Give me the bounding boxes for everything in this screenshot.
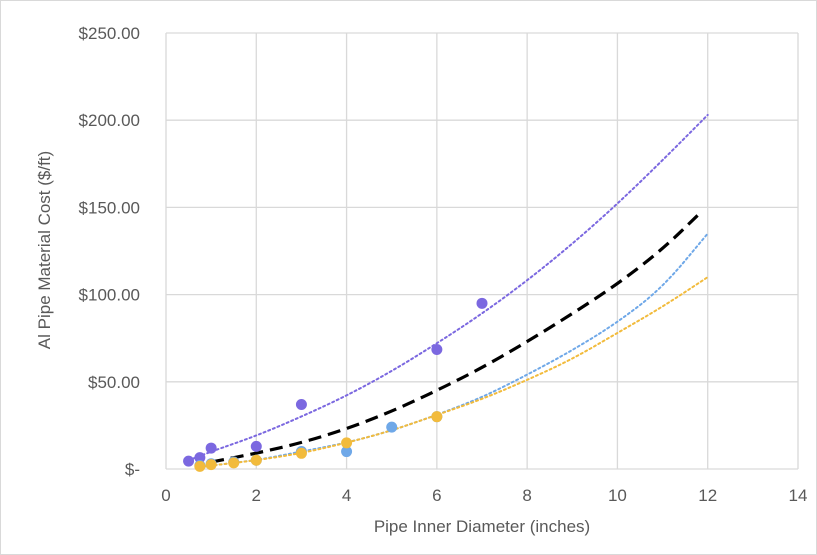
data-point (295, 447, 307, 459)
x-tick-label: 14 (789, 486, 808, 505)
x-tick-label: 0 (161, 486, 170, 505)
average-trendline (210, 213, 700, 464)
y-tick-label: $50.00 (88, 373, 140, 392)
data-point (431, 411, 443, 423)
data-point (183, 455, 195, 467)
x-tick-label: 12 (698, 486, 717, 505)
data-point (341, 437, 353, 449)
data-point (205, 459, 217, 471)
x-axis-tick-labels: 0 2 4 6 8 10 12 14 (161, 486, 807, 505)
x-tick-label: 2 (252, 486, 261, 505)
y-tick-label: $100.00 (79, 286, 140, 305)
data-point (431, 344, 443, 356)
x-tick-label: 4 (342, 486, 351, 505)
data-point (386, 421, 398, 433)
x-tick-label: 10 (608, 486, 627, 505)
y-tick-label: $150.00 (79, 198, 140, 217)
y-tick-label: $200.00 (79, 111, 140, 130)
y-axis-tick-labels: $- $50.00 $100.00 $150.00 $200.00 $250.00 (79, 24, 140, 479)
series-trendline (187, 113, 709, 462)
y-tick-label: $- (125, 460, 140, 479)
data-point (295, 398, 307, 410)
x-axis-title: Pipe Inner Diameter (inches) (374, 517, 590, 536)
y-axis-title: Al Pipe Material Cost ($/ft) (35, 151, 54, 349)
y-tick-label: $250.00 (79, 24, 140, 43)
data-point (205, 442, 217, 454)
data-point (476, 297, 488, 309)
series-trendline (198, 232, 709, 469)
data-point (194, 452, 206, 464)
data-point (250, 454, 262, 466)
data-points (183, 297, 488, 472)
x-tick-label: 6 (432, 486, 441, 505)
x-tick-label: 8 (522, 486, 531, 505)
data-point (194, 460, 206, 472)
data-point (228, 457, 240, 469)
data-point (250, 440, 262, 452)
series-trendline (198, 276, 709, 469)
trendlines (187, 113, 709, 469)
gridlines (165, 32, 799, 470)
data-point (341, 446, 353, 458)
